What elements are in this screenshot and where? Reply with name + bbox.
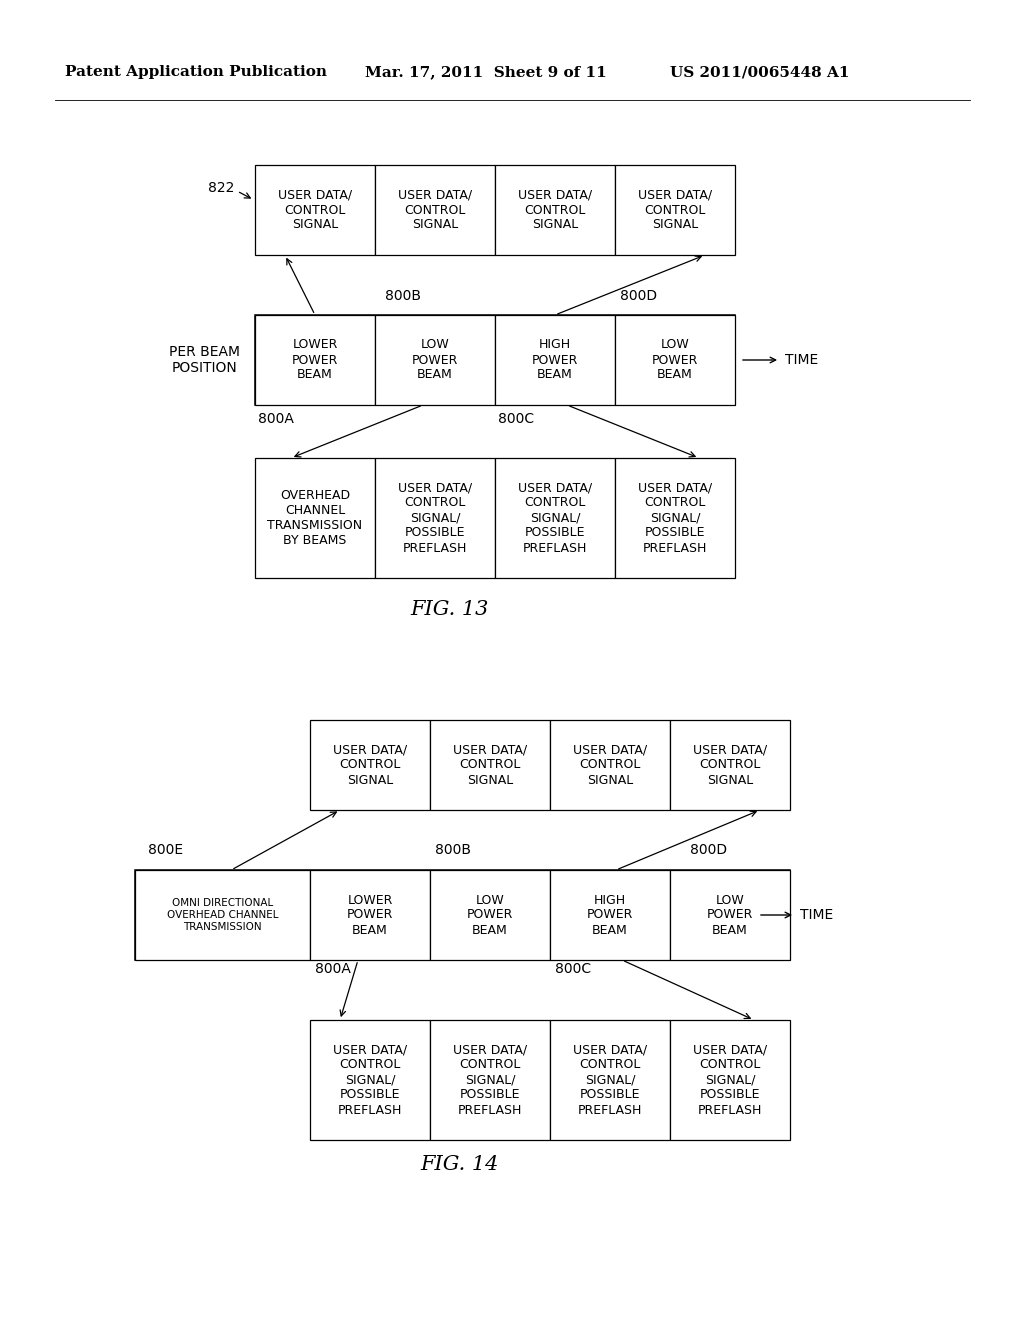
Text: 800D: 800D — [690, 843, 727, 857]
Bar — [550, 870, 670, 960]
Text: USER DATA/
CONTROL
SIGNAL: USER DATA/ CONTROL SIGNAL — [398, 189, 472, 231]
Text: LOW
POWER
BEAM: LOW POWER BEAM — [707, 894, 754, 936]
Text: PER BEAM
POSITION: PER BEAM POSITION — [169, 345, 240, 375]
Bar — [255, 458, 375, 578]
Bar — [495, 458, 615, 578]
Text: OVERHEAD
CHANNEL
TRANSMISSION
BY BEAMS: OVERHEAD CHANNEL TRANSMISSION BY BEAMS — [267, 488, 362, 546]
Bar — [135, 870, 310, 960]
Bar — [670, 719, 790, 810]
Text: USER DATA/
CONTROL
SIGNAL/
POSSIBLE
PREFLASH: USER DATA/ CONTROL SIGNAL/ POSSIBLE PREF… — [573, 1044, 647, 1117]
Text: 800B: 800B — [435, 843, 471, 857]
Bar — [375, 315, 495, 405]
Bar — [375, 165, 495, 255]
Text: HIGH
POWER
BEAM: HIGH POWER BEAM — [531, 338, 579, 381]
Bar — [550, 719, 670, 810]
Bar — [670, 1020, 790, 1140]
Text: FIG. 14: FIG. 14 — [421, 1155, 499, 1173]
Bar — [310, 719, 430, 810]
Text: HIGH
POWER
BEAM: HIGH POWER BEAM — [587, 894, 633, 936]
Text: USER DATA/
CONTROL
SIGNAL/
POSSIBLE
PREFLASH: USER DATA/ CONTROL SIGNAL/ POSSIBLE PREF… — [638, 482, 712, 554]
Bar — [550, 1020, 670, 1140]
Bar — [430, 870, 550, 960]
Text: USER DATA/
CONTROL
SIGNAL/
POSSIBLE
PREFLASH: USER DATA/ CONTROL SIGNAL/ POSSIBLE PREF… — [453, 1044, 527, 1117]
Bar — [375, 458, 495, 578]
Bar — [615, 458, 735, 578]
Text: 800D: 800D — [620, 289, 657, 304]
Bar — [495, 165, 615, 255]
Bar — [255, 315, 735, 405]
Text: LOW
POWER
BEAM: LOW POWER BEAM — [467, 894, 513, 936]
Text: USER DATA/
CONTROL
SIGNAL/
POSSIBLE
PREFLASH: USER DATA/ CONTROL SIGNAL/ POSSIBLE PREF… — [518, 482, 592, 554]
Bar — [255, 165, 375, 255]
Text: USER DATA/
CONTROL
SIGNAL: USER DATA/ CONTROL SIGNAL — [638, 189, 712, 231]
Text: 800C: 800C — [555, 962, 591, 975]
Text: USER DATA/
CONTROL
SIGNAL/
POSSIBLE
PREFLASH: USER DATA/ CONTROL SIGNAL/ POSSIBLE PREF… — [398, 482, 472, 554]
Bar — [615, 165, 735, 255]
Text: 800A: 800A — [258, 412, 294, 426]
Text: 800B: 800B — [385, 289, 421, 304]
Text: USER DATA/
CONTROL
SIGNAL: USER DATA/ CONTROL SIGNAL — [333, 743, 408, 787]
Bar — [135, 870, 790, 960]
Text: 800C: 800C — [498, 412, 535, 426]
Text: LOWER
POWER
BEAM: LOWER POWER BEAM — [292, 338, 338, 381]
Bar — [430, 719, 550, 810]
Text: Patent Application Publication: Patent Application Publication — [65, 65, 327, 79]
Text: OMNI DIRECTIONAL
OVERHEAD CHANNEL
TRANSMISSION: OMNI DIRECTIONAL OVERHEAD CHANNEL TRANSM… — [167, 899, 279, 932]
Text: LOW
POWER
BEAM: LOW POWER BEAM — [412, 338, 458, 381]
Bar — [255, 315, 375, 405]
Text: USER DATA/
CONTROL
SIGNAL: USER DATA/ CONTROL SIGNAL — [573, 743, 647, 787]
Text: USER DATA/
CONTROL
SIGNAL: USER DATA/ CONTROL SIGNAL — [693, 743, 767, 787]
Bar — [310, 1020, 430, 1140]
Text: USER DATA/
CONTROL
SIGNAL/
POSSIBLE
PREFLASH: USER DATA/ CONTROL SIGNAL/ POSSIBLE PREF… — [333, 1044, 408, 1117]
Bar — [310, 870, 430, 960]
Text: LOW
POWER
BEAM: LOW POWER BEAM — [652, 338, 698, 381]
Bar — [495, 315, 615, 405]
Text: TIME: TIME — [785, 352, 818, 367]
Text: Mar. 17, 2011  Sheet 9 of 11: Mar. 17, 2011 Sheet 9 of 11 — [365, 65, 607, 79]
Bar — [615, 315, 735, 405]
Text: USER DATA/
CONTROL
SIGNAL/
POSSIBLE
PREFLASH: USER DATA/ CONTROL SIGNAL/ POSSIBLE PREF… — [693, 1044, 767, 1117]
Text: 822: 822 — [208, 181, 234, 195]
Text: 800A: 800A — [315, 962, 351, 975]
Text: FIG. 13: FIG. 13 — [411, 601, 489, 619]
Text: 800E: 800E — [148, 843, 183, 857]
Text: USER DATA/
CONTROL
SIGNAL: USER DATA/ CONTROL SIGNAL — [453, 743, 527, 787]
Bar — [430, 1020, 550, 1140]
Text: USER DATA/
CONTROL
SIGNAL: USER DATA/ CONTROL SIGNAL — [278, 189, 352, 231]
Text: USER DATA/
CONTROL
SIGNAL: USER DATA/ CONTROL SIGNAL — [518, 189, 592, 231]
Text: LOWER
POWER
BEAM: LOWER POWER BEAM — [347, 894, 393, 936]
Text: US 2011/0065448 A1: US 2011/0065448 A1 — [670, 65, 850, 79]
Text: TIME: TIME — [800, 908, 834, 921]
Bar — [670, 870, 790, 960]
